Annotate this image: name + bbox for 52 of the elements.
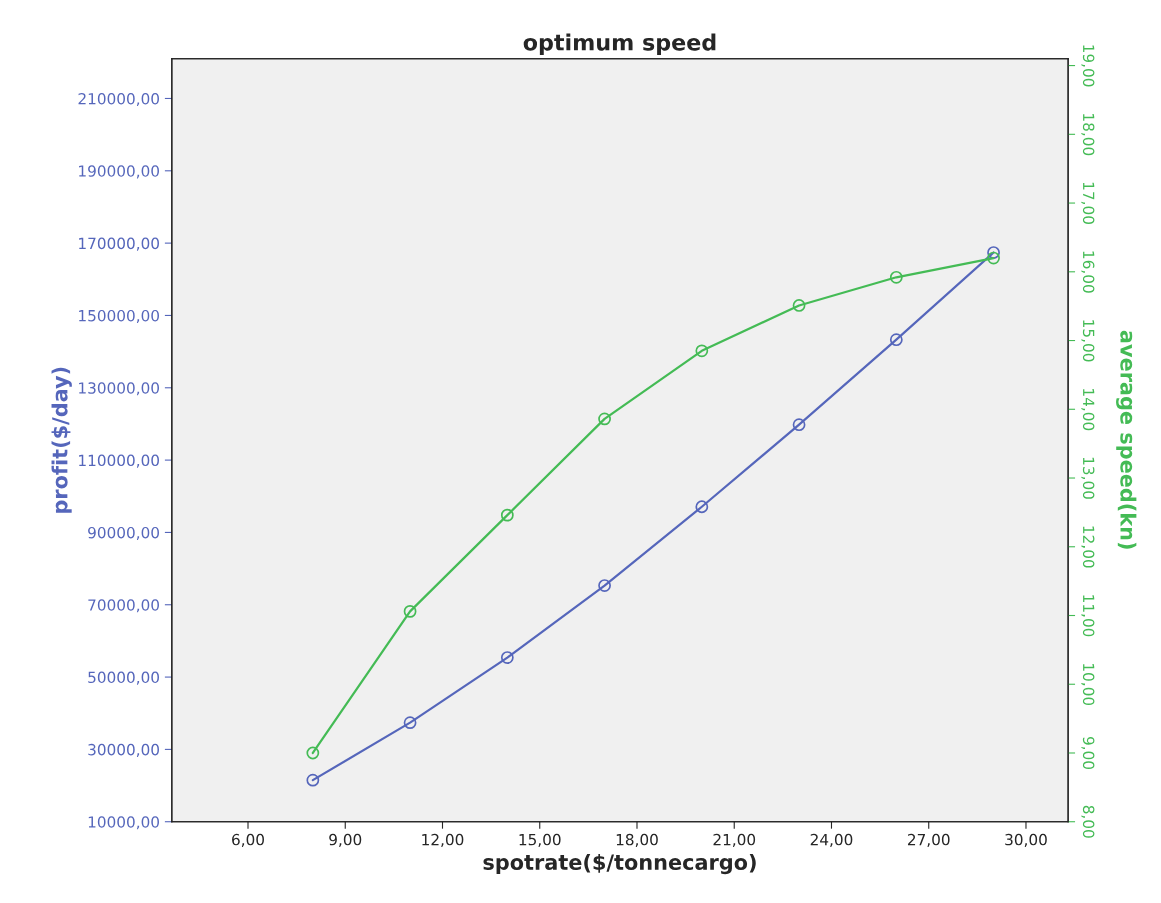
y-tick-label: 50000,00 bbox=[88, 671, 160, 685]
y-tick-label: 30000,00 bbox=[88, 743, 160, 757]
y2-tick-label: 19,00 bbox=[1081, 45, 1095, 87]
y2-tick-label: 11,00 bbox=[1081, 595, 1095, 637]
x-tick-label: 6,00 bbox=[232, 833, 264, 847]
point bbox=[306, 773, 320, 787]
point bbox=[695, 500, 709, 514]
y2-tick-label: 18,00 bbox=[1081, 114, 1095, 156]
point bbox=[598, 412, 611, 426]
x-axis-title: spotrate($/tonnecargo) bbox=[483, 853, 756, 875]
y-tick-label: 190000,00 bbox=[79, 165, 160, 179]
y2-tick-label: 17,00 bbox=[1081, 182, 1095, 224]
x-tick-label: 12,00 bbox=[422, 833, 464, 847]
x-tick-label: 18,00 bbox=[616, 833, 658, 847]
y2-tick-label: 8,00 bbox=[1081, 805, 1095, 838]
x-tick-label: 21,00 bbox=[713, 833, 756, 847]
point bbox=[598, 579, 611, 592]
y2-tick-label: 15,00 bbox=[1081, 320, 1095, 362]
x-tick-label: 9,00 bbox=[329, 833, 362, 847]
x-tick-label: 24,00 bbox=[810, 833, 853, 847]
point bbox=[500, 508, 514, 522]
y2-tick-label: 16,00 bbox=[1081, 251, 1095, 293]
point bbox=[403, 604, 417, 618]
y2-tick-label: 12,00 bbox=[1081, 526, 1095, 568]
y-tick-label: 170000,00 bbox=[79, 237, 160, 251]
point bbox=[792, 299, 806, 312]
point bbox=[403, 716, 417, 730]
y2-tick-label: 14,00 bbox=[1081, 389, 1095, 431]
point bbox=[987, 251, 1000, 265]
x-tick-label: 15,00 bbox=[519, 833, 561, 847]
y-tick-label: 210000,00 bbox=[78, 92, 160, 107]
y-tick-label: 70000,00 bbox=[88, 599, 160, 613]
y-tick-label: 110000,00 bbox=[79, 454, 160, 468]
point bbox=[500, 651, 514, 664]
y2-tick-label: 10,00 bbox=[1081, 664, 1095, 706]
y2-tick-label: 9,00 bbox=[1081, 736, 1095, 769]
point bbox=[987, 246, 1000, 259]
y2-axis-title: average speed(kn) bbox=[1116, 330, 1137, 549]
y-tick-label: 150000,00 bbox=[79, 309, 160, 324]
y-axis-title: profit($/day) bbox=[51, 367, 72, 513]
x-tick-label: 27,00 bbox=[907, 833, 950, 847]
y-tick-label: 90000,00 bbox=[88, 526, 160, 541]
y-tick-label: 130000,00 bbox=[79, 382, 160, 396]
chart-title: optimum speed bbox=[523, 33, 716, 55]
y2-tick-label: 13,00 bbox=[1081, 457, 1095, 499]
x-tick-label: 30,00 bbox=[1005, 833, 1047, 847]
point bbox=[695, 344, 709, 358]
y-tick-label: 10000,00 bbox=[88, 816, 160, 830]
point bbox=[792, 418, 806, 432]
point bbox=[889, 270, 903, 284]
point bbox=[306, 746, 320, 760]
point bbox=[889, 333, 903, 347]
